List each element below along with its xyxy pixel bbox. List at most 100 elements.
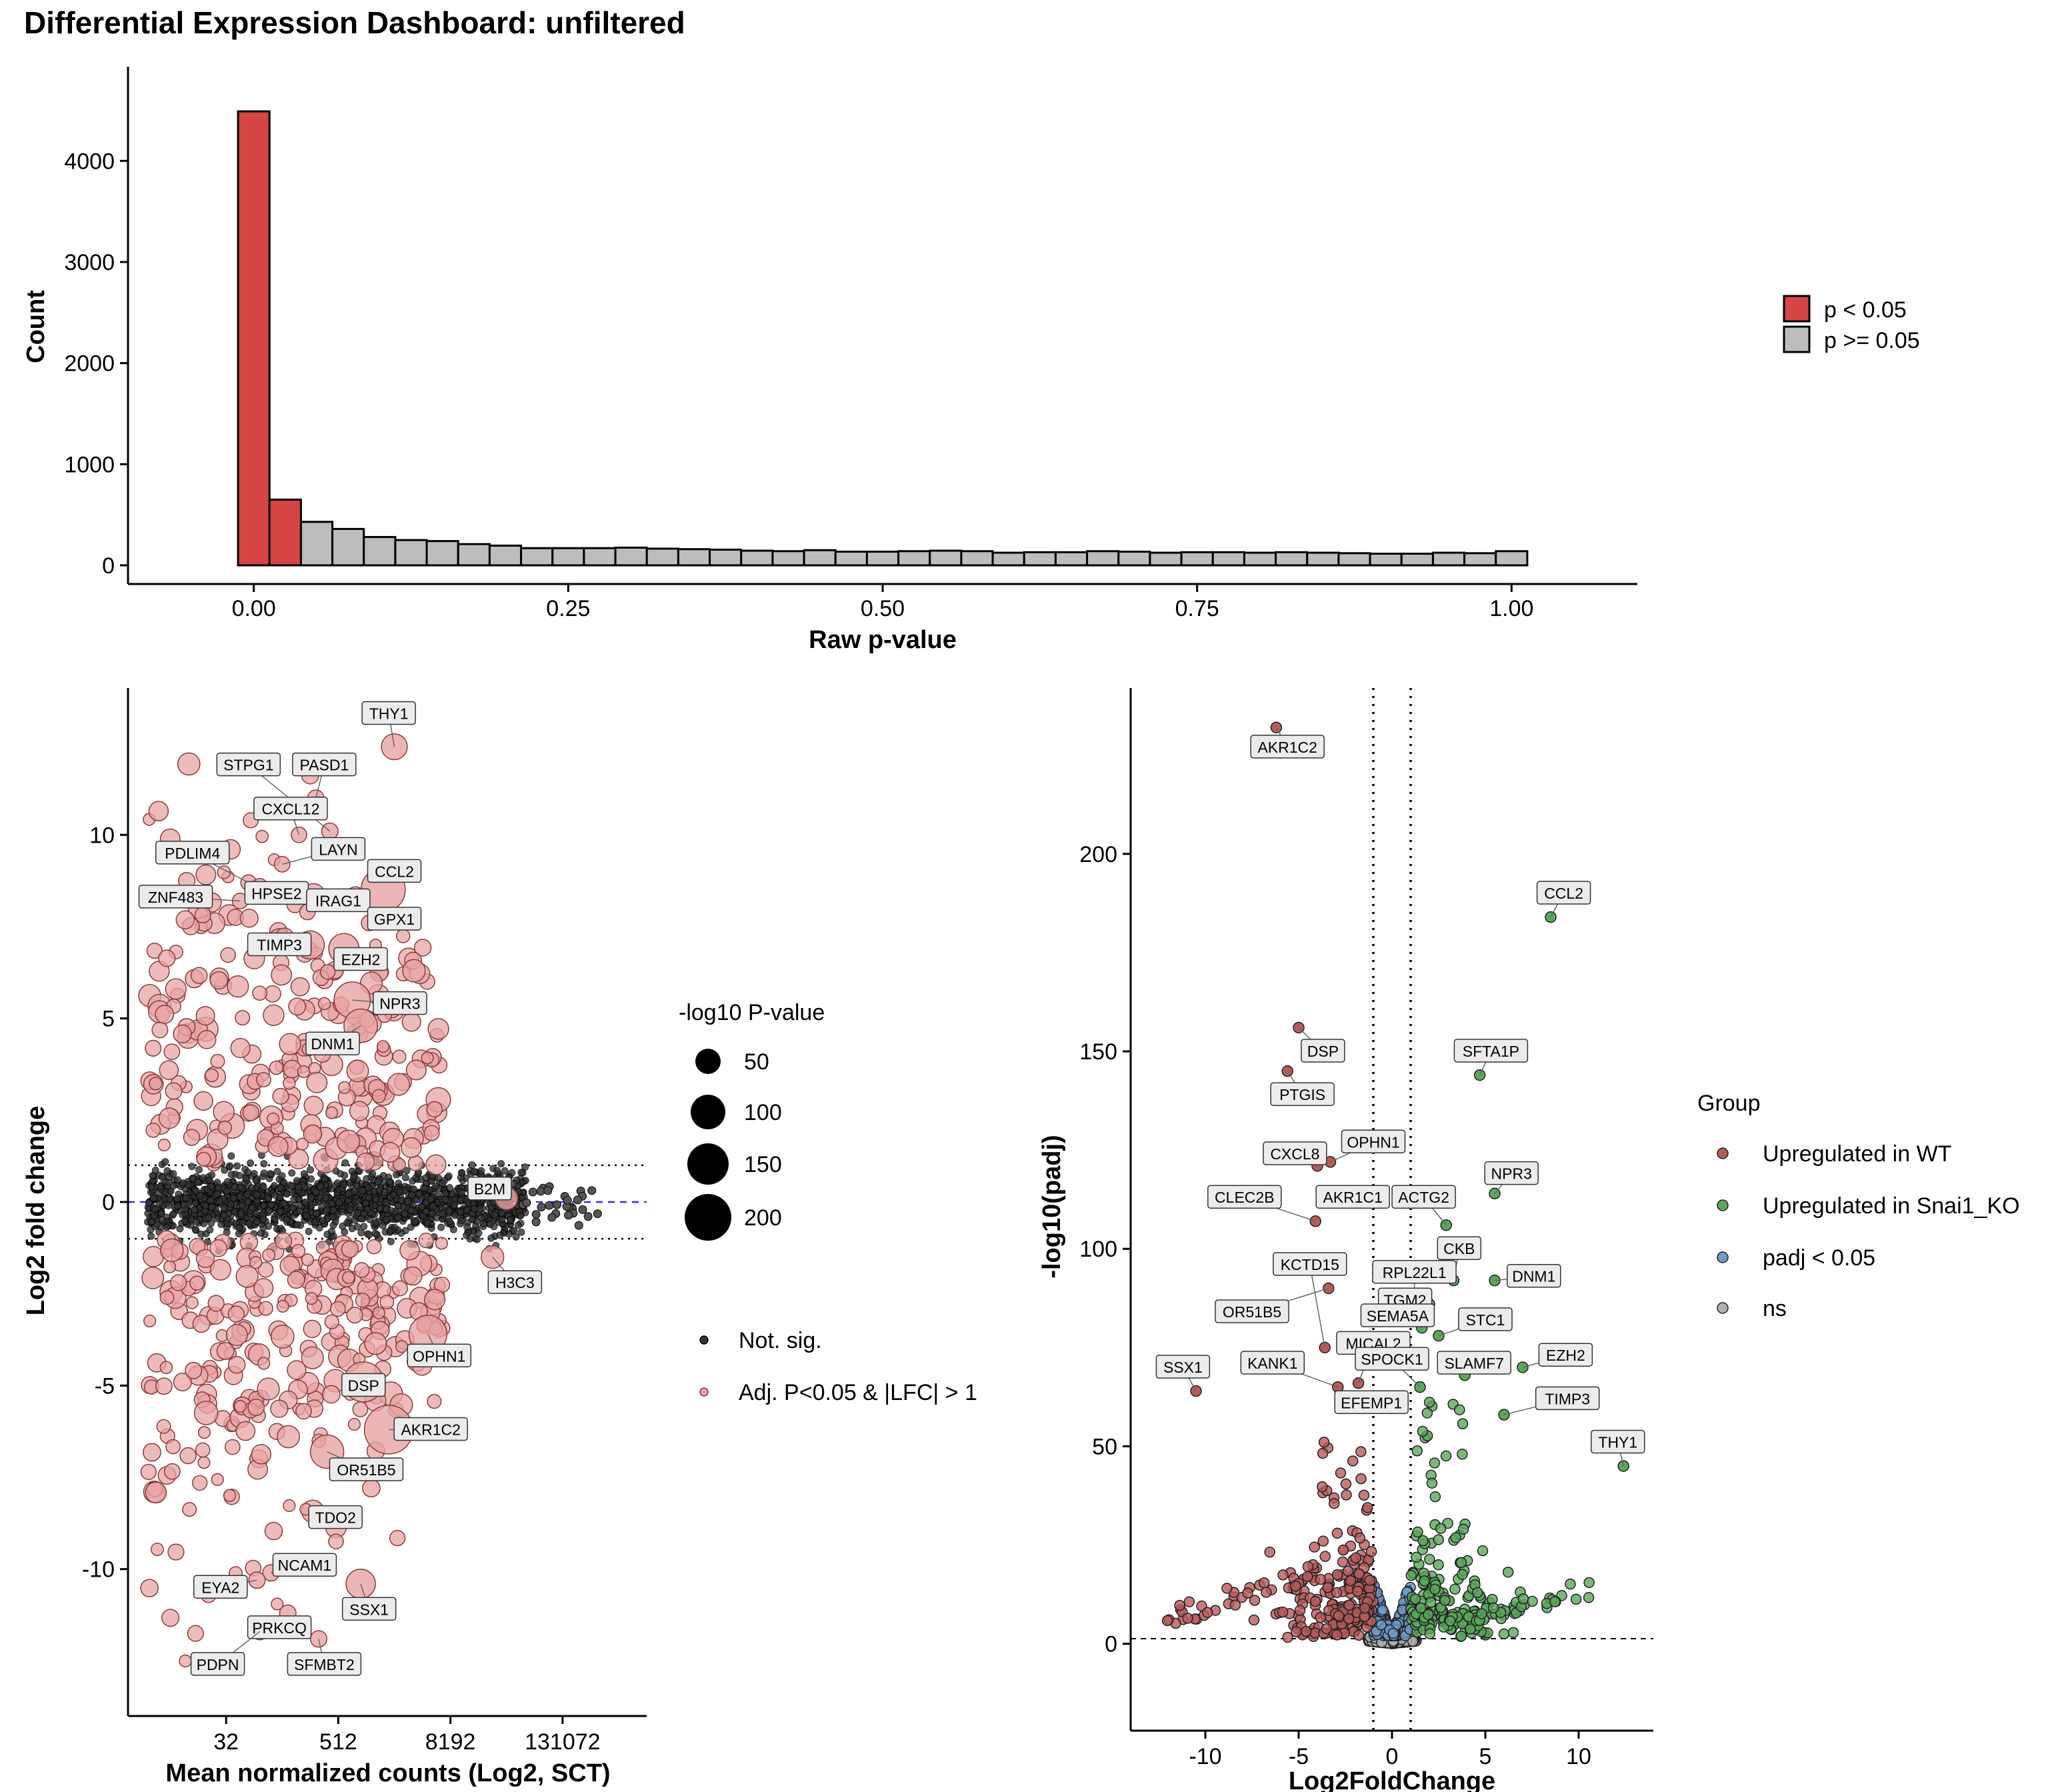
ma-nonsig-point xyxy=(487,1234,495,1242)
legend-swatch-sig xyxy=(1783,295,1811,323)
vol-y-tick-label: 0 xyxy=(1105,1632,1117,1657)
ma-sig-point xyxy=(175,910,195,930)
ma-sig-point xyxy=(295,1403,312,1420)
ma-nonsig-point xyxy=(277,1207,285,1215)
ma-label-box xyxy=(341,1373,386,1397)
volcano-padj-point xyxy=(1387,1627,1399,1639)
volcano-wt-point xyxy=(1321,1623,1333,1635)
ma-plot: THY1 STPG1 PASD1 CXCL12 LAYN PDLIM4 HPSE2 CCL2 Z… xyxy=(22,688,977,1787)
ma-nonsig-point xyxy=(264,1194,272,1202)
volcano-label-ckb: CKB xyxy=(1443,1240,1475,1257)
volcano-label-box xyxy=(1507,1263,1561,1288)
ma-nonsig-point xyxy=(293,1221,301,1229)
ma-sig-point xyxy=(192,1475,208,1491)
ma-nonsig-point xyxy=(207,1182,215,1190)
size-legend-circle-100 xyxy=(691,1095,725,1129)
ma-nonsig-point xyxy=(536,1187,545,1196)
ma-sig-point xyxy=(156,1419,171,1434)
ma-nonsig-point xyxy=(354,1197,362,1205)
ma-sig-point xyxy=(338,1081,351,1095)
histogram-bar xyxy=(1054,551,1089,567)
size-legend-label-100: 100 xyxy=(744,1100,782,1125)
color-legend-label-sig: Adj. P<0.05 & |LFC| > 1 xyxy=(739,1380,977,1405)
histogram-bar xyxy=(677,548,711,567)
volcano-ko-point xyxy=(1465,1623,1476,1635)
ma-nonsig-point xyxy=(433,1214,441,1222)
ma-sig-point xyxy=(328,1533,344,1550)
ma-nonsig-point xyxy=(188,1163,196,1171)
vol-y-tick-label: 100 xyxy=(1079,1237,1117,1262)
pvalue-histogram: 0 1000 2000 3000 4000 0.00 0.25 0.50 0.75 1.00 R… xyxy=(22,67,1920,654)
volcano-label-akr1c1: AKR1C1 xyxy=(1323,1189,1382,1206)
ma-sig-point xyxy=(270,1324,295,1349)
ma-sig-point xyxy=(143,1314,157,1328)
hist-x-tick-label: 0.25 xyxy=(546,596,590,621)
ma-nonsig-point xyxy=(173,1176,181,1184)
ma-nonsig-point xyxy=(305,1227,313,1235)
ma-nonsig-point xyxy=(531,1210,541,1219)
ma-nonsig-point xyxy=(439,1179,447,1187)
ma-nonsig-point xyxy=(451,1201,459,1209)
ma-nonsig-point xyxy=(201,1202,209,1210)
ma-x-tick-label: 8192 xyxy=(425,1729,476,1755)
ma-sig-point xyxy=(257,1261,274,1278)
ma-label-box xyxy=(247,1615,312,1639)
vol-y-tick-label: 50 xyxy=(1092,1434,1117,1459)
ma-sig-point xyxy=(392,1049,407,1064)
hist-y-tick-label: 3000 xyxy=(64,250,115,275)
ma-label-hpse2: HPSE2 xyxy=(251,885,301,902)
histogram-bar xyxy=(1117,551,1151,567)
ma-sig-point xyxy=(143,1443,161,1462)
hist-y-axis-title: Count xyxy=(22,290,50,363)
ma-sig-point xyxy=(356,1152,375,1171)
ma-label-dsp: DSP xyxy=(348,1377,379,1394)
ma-nonsig-point xyxy=(389,1191,397,1199)
ma-nonsig-point xyxy=(457,1217,465,1225)
ma-sig-point xyxy=(165,1439,181,1455)
ma-nonsig-point xyxy=(486,1220,494,1228)
volcano-ko-point xyxy=(1425,1597,1437,1608)
ma-nonsig-point xyxy=(393,1171,401,1179)
histogram-bar xyxy=(1306,551,1340,567)
ma-x-tick-label: 512 xyxy=(319,1729,357,1755)
volcano-label-kank1: KANK1 xyxy=(1247,1355,1297,1372)
ma-nonsig-point xyxy=(156,1183,164,1191)
volcano-wt-point xyxy=(1322,1582,1333,1593)
ma-sig-point xyxy=(145,1481,167,1504)
ma-nonsig-point xyxy=(295,1207,303,1215)
ma-sig-point xyxy=(341,1240,359,1258)
ma-sig-point xyxy=(159,1361,173,1375)
ma-nonsig-point xyxy=(227,1152,235,1160)
volcano-wt-point xyxy=(1319,1551,1331,1562)
ma-sig-point xyxy=(303,1319,322,1339)
ma-nonsig-point xyxy=(372,1219,380,1227)
ma-nonsig-point xyxy=(350,1172,358,1180)
volcano-wt-point xyxy=(1161,1615,1173,1627)
volcano-ko-point xyxy=(1423,1609,1434,1621)
ma-sig-point xyxy=(209,1239,228,1257)
ma-nonsig-point xyxy=(244,1169,252,1177)
ma-sig-point xyxy=(140,1463,157,1481)
ma-nonsig-point xyxy=(191,1199,199,1207)
volcano-ko-point xyxy=(1455,1630,1467,1642)
vol-x-tick-label: -5 xyxy=(1289,1744,1309,1769)
volcano-ko-point xyxy=(1445,1615,1456,1627)
volcano-wt-point xyxy=(1229,1599,1241,1611)
ma-label-sfmbt2: SFMBT2 xyxy=(294,1656,355,1673)
volcano-label-ssx1: SSX1 xyxy=(1163,1359,1203,1376)
volcano-legend: Group Upregulated in WT Upregulated in S… xyxy=(1697,1091,2020,1321)
ma-nonsig-point xyxy=(470,1168,478,1176)
volcano-label-box xyxy=(1453,1039,1529,1063)
volcano-wt-point xyxy=(1355,1446,1367,1457)
ma-nonsig-point xyxy=(468,1161,476,1169)
ma-gene-labels: THY1 STPG1 PASD1 CXCL12 LAYN PDLIM4 HPSE2 CCL2 Z… xyxy=(138,701,543,1676)
ma-nonsig-point xyxy=(165,1179,173,1187)
ma-nonsig-point xyxy=(182,1194,190,1202)
ma-sig-point xyxy=(405,1059,427,1081)
histogram-bar xyxy=(425,540,459,567)
ma-sig-point xyxy=(287,1360,307,1380)
volcano-label-sfta1p: SFTA1P xyxy=(1463,1043,1519,1060)
ma-nonsig-point xyxy=(404,1197,412,1205)
histogram-bar xyxy=(1463,552,1497,567)
